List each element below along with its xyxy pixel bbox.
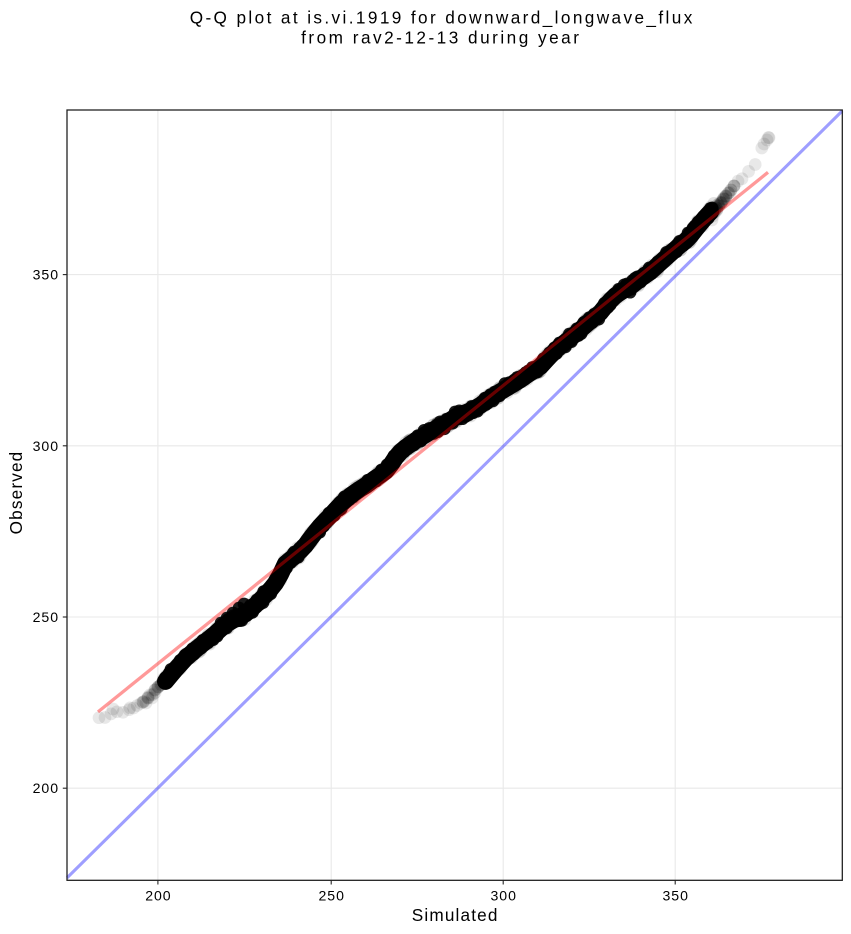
svg-text:from rav2-12-13 during year: from rav2-12-13 during year [301,28,581,48]
svg-text:Q-Q plot at is.vi.1919 for dow: Q-Q plot at is.vi.1919 for downward_long… [190,8,695,28]
svg-text:300: 300 [491,888,517,904]
svg-text:Simulated: Simulated [412,905,499,925]
svg-text:Observed: Observed [6,451,26,535]
svg-text:200: 200 [145,888,171,904]
svg-text:250: 250 [33,609,59,625]
svg-text:250: 250 [319,888,345,904]
svg-text:350: 350 [663,888,689,904]
svg-text:350: 350 [33,267,59,283]
svg-text:200: 200 [33,780,59,796]
svg-text:300: 300 [33,438,59,454]
